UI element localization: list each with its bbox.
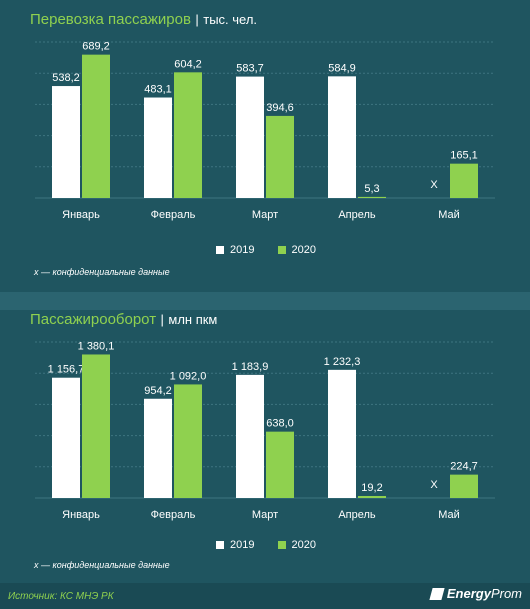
data-label: 1 156,7 — [48, 364, 85, 376]
data-label: 483,1 — [144, 84, 172, 96]
bar-2019-3 — [328, 369, 356, 498]
logo-icon — [429, 588, 445, 600]
data-label: 584,9 — [328, 62, 356, 74]
x-tick-label: Январь — [62, 209, 100, 221]
x-tick-label: Апрель — [338, 509, 376, 521]
bar-2019-1 — [144, 398, 172, 498]
chart-unit: млн пкм — [168, 312, 218, 327]
bar-2019-0 — [52, 86, 80, 198]
data-label: 19,2 — [361, 482, 382, 494]
data-label: 954,2 — [144, 385, 172, 397]
legend-swatch — [216, 541, 224, 550]
bar-2020-0 — [82, 354, 110, 498]
divider — [0, 292, 530, 310]
legend: 2019 2020 — [216, 244, 336, 256]
logo-energy: Energy — [446, 586, 491, 601]
data-label: 538,2 — [52, 72, 80, 84]
data-label: 583,7 — [236, 63, 264, 75]
bar-2020-2 — [266, 115, 294, 198]
data-label-confidential: X — [430, 179, 438, 191]
bar-2020-1 — [174, 72, 202, 198]
data-label: 224,7 — [450, 461, 478, 473]
legend-label: 2019 — [230, 244, 255, 256]
legend-item-2019: 2019 — [216, 539, 254, 551]
bar-2020-1 — [174, 384, 202, 498]
data-label: 1 380,1 — [78, 340, 115, 352]
bar-2019-2 — [236, 76, 264, 198]
bar-2020-4 — [450, 163, 478, 198]
x-tick-label: Январь — [62, 509, 100, 521]
x-tick-label: Март — [252, 509, 278, 521]
x-tick-label: Май — [438, 209, 460, 221]
x-tick-label: Апрель — [338, 209, 376, 221]
bar-2020-3 — [358, 196, 386, 198]
chart-panel-passenger-turnover: Пассажирооборот | млн пкм 1 156,7 1 380,1… — [0, 300, 530, 583]
title-separator: | — [195, 12, 199, 27]
chart-title-text: Пассажирооборот — [30, 311, 157, 328]
data-label: 394,6 — [266, 102, 294, 114]
title-separator: | — [160, 312, 164, 327]
legend-label: 2020 — [291, 244, 317, 256]
footnote: x — конфиденциальные данные — [34, 560, 170, 570]
legend-item-2019: 2019 — [216, 244, 254, 256]
bar-2019-1 — [144, 97, 172, 198]
data-label: 5,3 — [364, 183, 379, 195]
legend-item-2020: 2020 — [277, 244, 317, 256]
footnote: x — конфиденциальные данные — [34, 267, 170, 277]
legend-swatch — [277, 246, 286, 255]
legend-swatch — [216, 246, 224, 255]
data-label: 1 232,3 — [324, 356, 361, 368]
bar-chart-passenger-turnover: 1 156,7 1 380,1 Январь 954,2 1 092,0 Февраль 1… — [35, 340, 495, 521]
chart-title-text: Перевозка пассажиров — [30, 11, 191, 28]
chart-panel-passenger-transport: Перевозка пассажиров | тыс. чел. 538,2 68… — [0, 0, 530, 290]
chart-title: Пассажирооборот | млн пкм — [30, 311, 217, 329]
source-text: Источник: КС МНЭ РК — [8, 591, 114, 602]
energyprom-logo[interactable]: EnergyProm — [429, 586, 522, 601]
bar-2020-3 — [358, 496, 386, 498]
x-tick-label: Май — [438, 509, 460, 521]
data-label: 638,0 — [266, 418, 294, 430]
bar-2020-2 — [266, 431, 294, 498]
bar-2020-0 — [82, 54, 110, 199]
bar-2019-0 — [52, 377, 80, 498]
data-label: 604,2 — [174, 58, 202, 70]
legend-swatch — [277, 541, 286, 550]
data-label: 689,2 — [82, 41, 110, 53]
x-tick-label: Март — [252, 209, 278, 221]
data-label-confidential: X — [430, 479, 438, 491]
legend-item-2020: 2020 — [277, 539, 317, 551]
logo-prom: Prom — [490, 586, 522, 601]
x-tick-label: Февраль — [151, 509, 196, 521]
bar-2019-2 — [236, 374, 264, 498]
legend: 2019 2020 — [216, 539, 336, 551]
x-tick-label: Февраль — [151, 209, 196, 221]
chart-unit: тыс. чел. — [203, 12, 258, 27]
legend-label: 2020 — [291, 539, 317, 551]
bar-chart-passenger-transport: 538,2 689,2 Январь 483,1 604,2 Февраль 583,7 39… — [35, 41, 495, 221]
bar-2019-3 — [328, 76, 356, 198]
data-label: 1 183,9 — [232, 361, 269, 373]
data-label: 165,1 — [450, 150, 478, 162]
chart-title: Перевозка пассажиров | тыс. чел. — [30, 11, 257, 29]
bar-2020-4 — [450, 474, 478, 498]
legend-label: 2019 — [230, 539, 255, 551]
data-label: 1 092,0 — [170, 370, 207, 382]
